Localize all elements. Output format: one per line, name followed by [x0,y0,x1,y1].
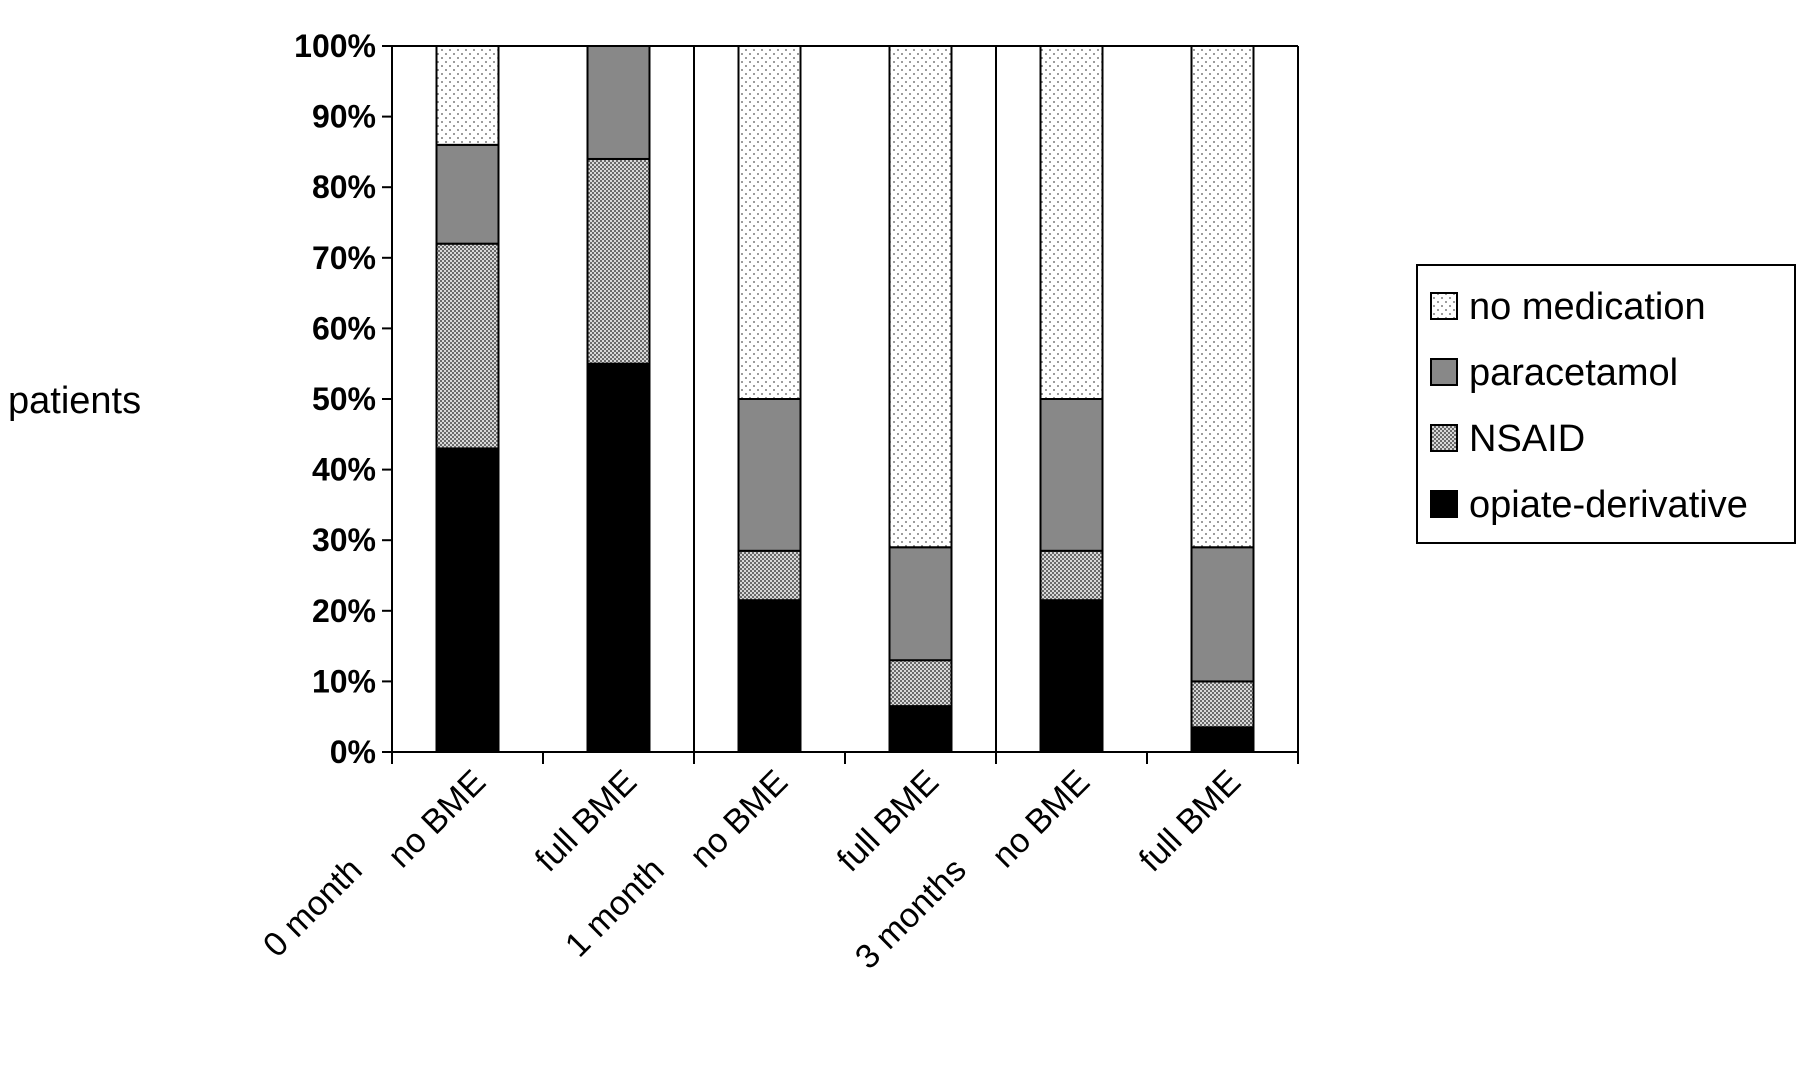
bar-segment-paracetamol [888,546,953,662]
x-category-label: full BME [830,763,946,879]
bar-segment-nsaid [435,242,500,450]
bar-segment-paracetamol [1190,546,1255,683]
x-category-label: no BME [381,763,493,875]
y-tick-label: 40% [312,452,376,488]
legend-swatch [1430,292,1458,320]
legend-label: NSAID [1469,418,1585,460]
x-category-label: full BME [528,763,644,879]
bar-segment-opiate-derivative [586,362,651,753]
x-category-label: no BME [683,763,795,875]
legend-label: paracetamol [1469,352,1678,394]
y-tick-label: 50% [312,381,376,417]
legend-label: no medication [1469,286,1706,328]
bar-segment-no-medication [737,45,802,400]
legend-swatch [1430,424,1458,452]
x-category-label: no BME [985,763,1097,875]
y-tick-label: 90% [312,99,376,135]
y-tick-label: 60% [312,310,376,346]
bar-segment-opiate-derivative [1190,726,1255,753]
bar-segment-nsaid [586,157,651,365]
bar-segment-opiate-derivative [737,599,802,754]
bar-segment-nsaid [1039,549,1104,602]
y-tick-label: 100% [294,28,376,64]
bar-segment-nsaid [737,549,802,602]
y-axis-title: patients [8,380,141,422]
bar-segment-no-medication [1039,45,1104,400]
legend-box [1416,264,1796,544]
y-tick-label: 70% [312,240,376,276]
y-tick-label: 10% [312,663,376,699]
bar-segment-paracetamol [1039,398,1104,552]
bar-segment-opiate-derivative [1039,599,1104,754]
bar-segment-nsaid [888,659,953,708]
bar-segment-paracetamol [435,143,500,245]
y-tick-label: 0% [330,734,376,770]
x-category-label: full BME [1132,763,1248,879]
bar-segment-opiate-derivative [435,447,500,753]
bar-segment-no-medication [1190,45,1255,549]
bar-segment-nsaid [1190,680,1255,729]
legend-swatch [1430,490,1458,518]
x-group-label: 1 month [558,851,672,965]
legend-label: opiate-derivative [1469,484,1748,526]
bar-segment-opiate-derivative [888,705,953,753]
y-tick-label: 80% [312,169,376,205]
x-group-label: 3 months [848,851,974,977]
bar-segment-no-medication [888,45,953,549]
bar-segment-paracetamol [737,398,802,552]
y-tick-label: 20% [312,593,376,629]
legend-swatch [1430,358,1458,386]
bar-segment-no-medication [435,45,500,146]
x-group-label: 0 month [256,851,370,965]
bar-segment-paracetamol [586,45,651,160]
y-tick-label: 30% [312,522,376,558]
